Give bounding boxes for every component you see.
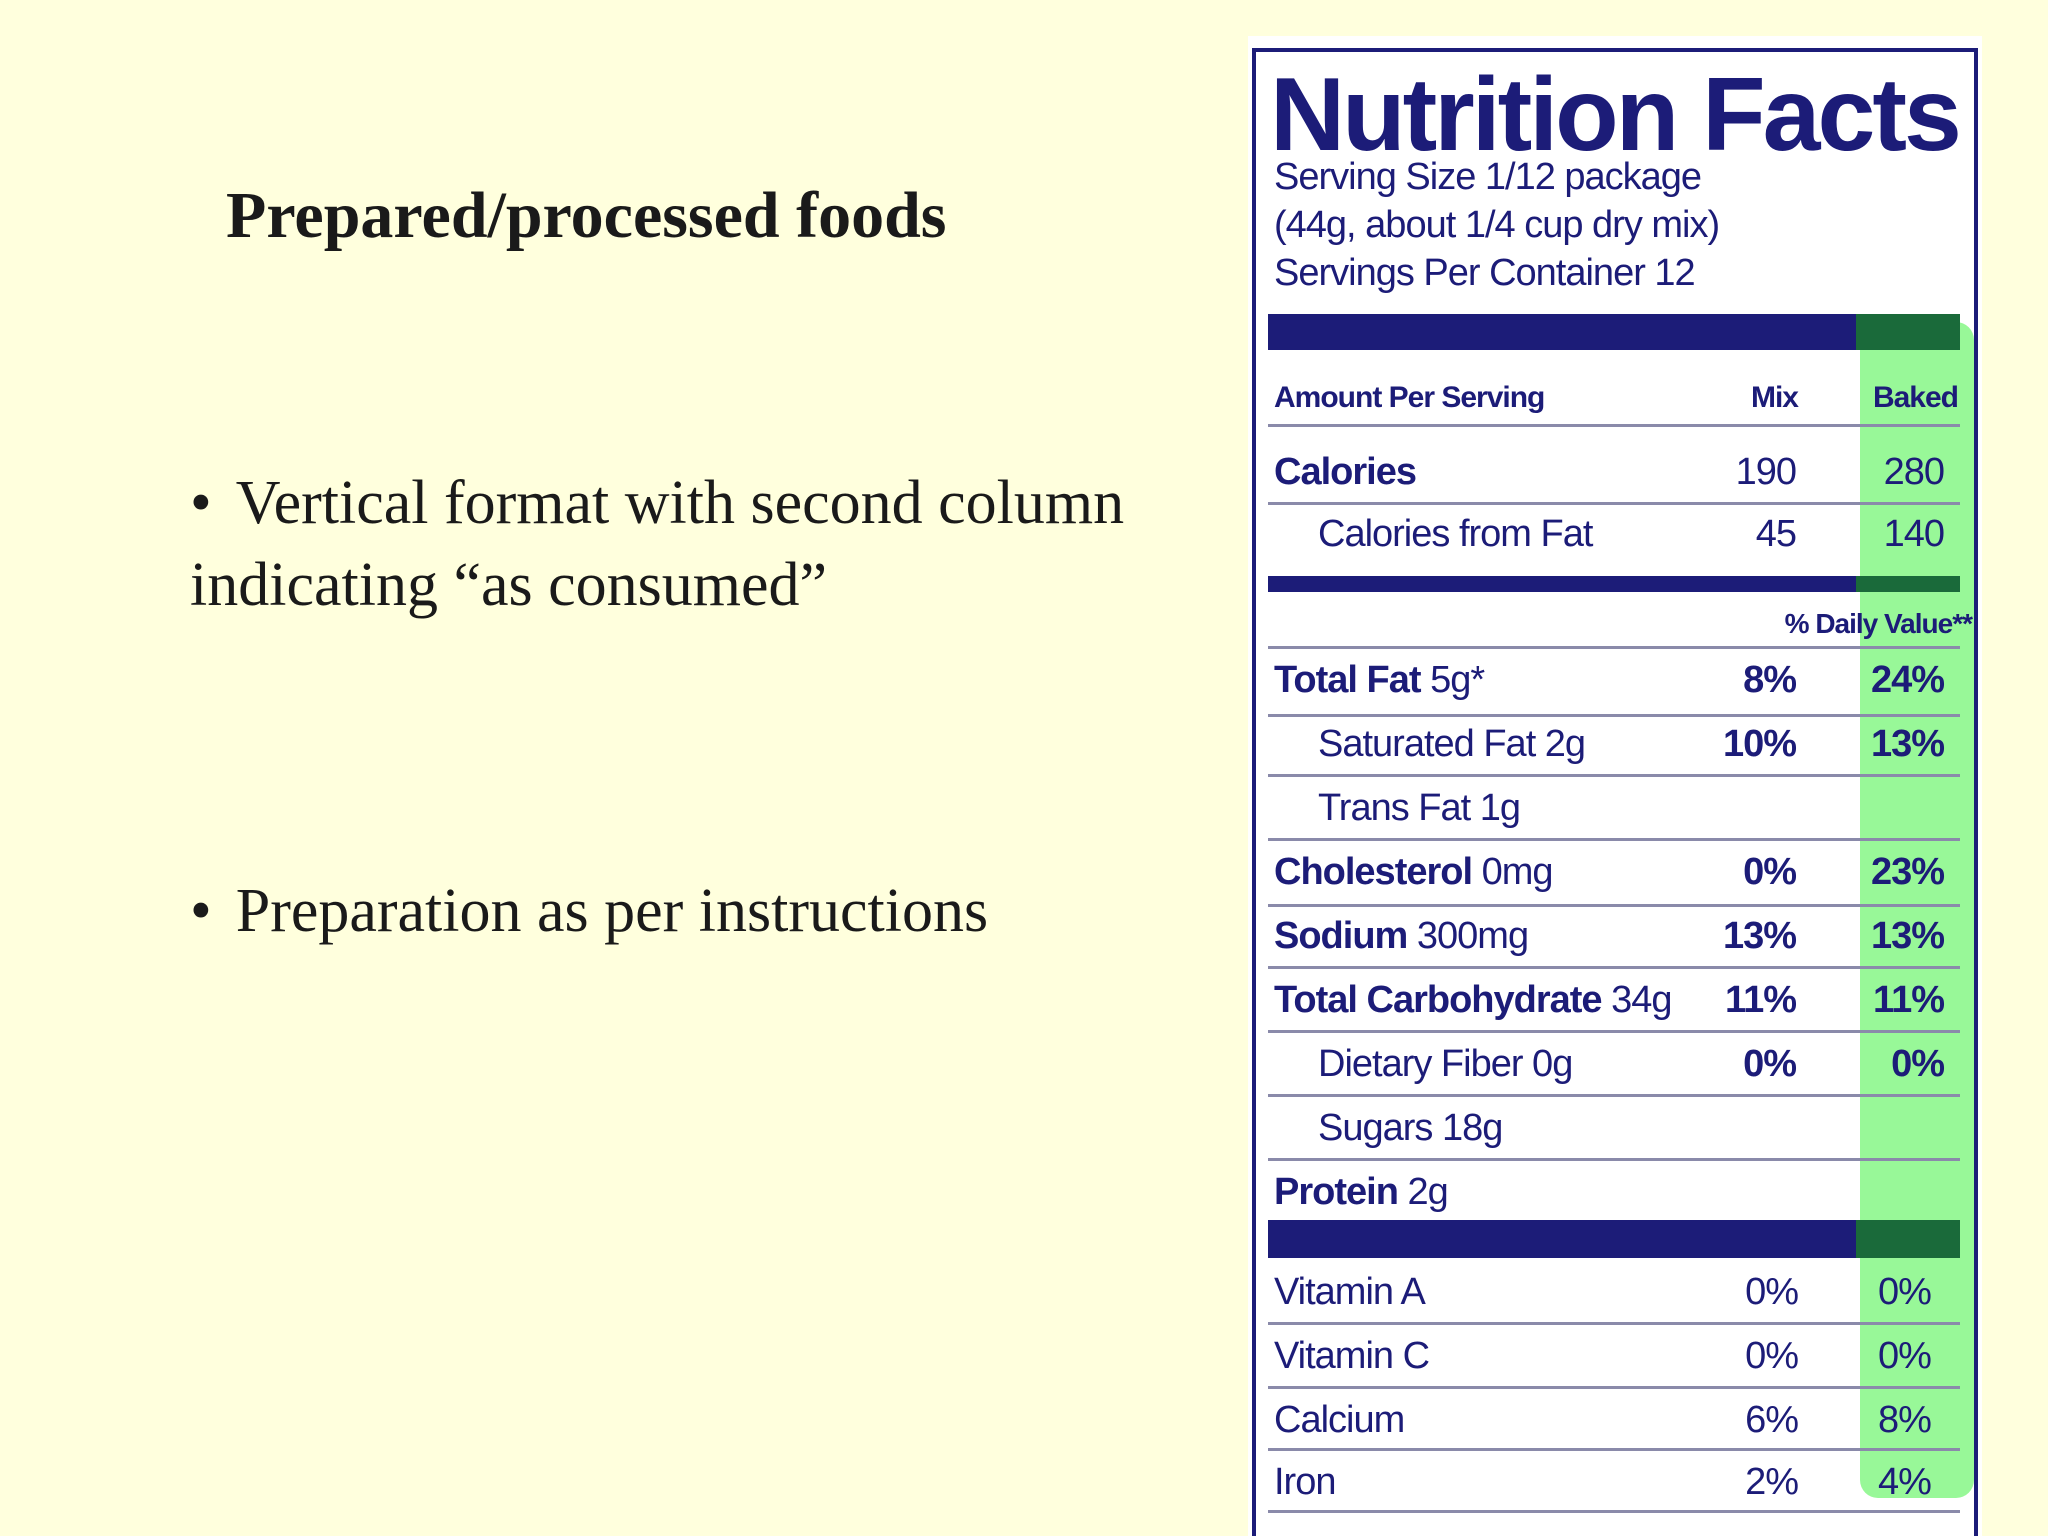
row-rule xyxy=(1268,1510,1960,1513)
vitamin-baked: 4% xyxy=(1878,1461,1932,1503)
serving-size: Serving Size 1/12 package xyxy=(1274,156,1702,198)
row-rule xyxy=(1268,714,1960,717)
nutrient-row: Total Fat 5g* xyxy=(1274,658,1485,702)
slide-title: Prepared/processed foods xyxy=(226,179,947,252)
row-rule xyxy=(1268,1448,1960,1451)
row-rule xyxy=(1268,966,1960,969)
nutrient-baked: 13% xyxy=(1870,723,1945,765)
nutrient-amount: 300mg xyxy=(1416,915,1529,957)
amount-per-serving-header: Amount Per Serving xyxy=(1274,381,1545,414)
calories-baked: 280 xyxy=(1883,451,1945,493)
nutrient-row: Sodium 300mg xyxy=(1274,914,1529,958)
daily-value-header: % Daily Value** xyxy=(1784,608,1973,639)
nutrient-mix: 13% xyxy=(1722,915,1797,957)
nutrient-mix: 11% xyxy=(1725,979,1797,1021)
vitamin-baked: 0% xyxy=(1878,1271,1932,1313)
bullet-dot: • xyxy=(190,877,212,945)
row-rule xyxy=(1268,1030,1960,1033)
medium-divider-green-segment xyxy=(1856,576,1960,592)
vitamin-name: Vitamin C xyxy=(1274,1335,1430,1377)
servings-per-container: Servings Per Container 12 xyxy=(1274,252,1696,294)
row-rule xyxy=(1268,646,1960,649)
calories-from-fat-baked: 140 xyxy=(1883,513,1945,555)
vitamin-name: Iron xyxy=(1274,1461,1336,1503)
vitamin-baked: 0% xyxy=(1878,1335,1932,1377)
nutrient-row: Total Carbohydrate 34g xyxy=(1274,978,1673,1022)
label-frame xyxy=(1252,48,1978,1536)
row-rule xyxy=(1268,502,1960,505)
nutrient-row: Cholesterol 0mg xyxy=(1274,850,1554,894)
calories-label: Calories xyxy=(1274,451,1417,493)
thick-divider xyxy=(1268,314,1960,350)
nutrient-name: Sodium xyxy=(1274,915,1408,957)
row-rule xyxy=(1268,774,1960,777)
vitamin-name: Calcium xyxy=(1274,1399,1405,1441)
nutrient-baked: 11% xyxy=(1873,979,1945,1021)
nutrient-row: Protein 2g xyxy=(1274,1170,1449,1214)
nutrient-amount: 2g xyxy=(1407,1171,1448,1213)
bullet-item: • Vertical format with second column indi… xyxy=(190,462,1190,626)
calories-from-fat-label: Calories from Fat xyxy=(1318,513,1593,555)
nutrient-amount: 5g* xyxy=(1430,659,1485,701)
baked-column-header: Baked xyxy=(1872,381,1959,414)
row-rule xyxy=(1268,1158,1960,1161)
bullet-item: • Preparation as per instructions xyxy=(190,870,1190,952)
nutrient-name: Saturated Fat 2g xyxy=(1318,723,1586,765)
calories-from-fat-mix: 45 xyxy=(1755,513,1797,555)
row-rule xyxy=(1268,1322,1960,1325)
bullet-text: Vertical format with second column indic… xyxy=(190,469,1125,619)
nutrient-mix: 0% xyxy=(1743,1043,1797,1085)
nutrient-mix: 8% xyxy=(1743,659,1797,701)
nutrient-name: Dietary Fiber 0g xyxy=(1318,1043,1573,1085)
vitamin-baked: 8% xyxy=(1878,1399,1932,1441)
nutrition-label: Nutrition Facts Serving Size 1/12 packag… xyxy=(1248,36,1982,1536)
mix-column-header: Mix xyxy=(1750,381,1799,414)
vitamin-name: Vitamin A xyxy=(1274,1271,1426,1313)
bullet-dot: • xyxy=(190,469,212,537)
calories-mix: 190 xyxy=(1735,451,1797,493)
vitamin-mix: 2% xyxy=(1745,1461,1799,1503)
nutrient-baked: 23% xyxy=(1870,851,1945,893)
nutrient-name: Total Fat xyxy=(1274,659,1422,701)
thick-divider-green-segment xyxy=(1856,1220,1960,1258)
vitamin-mix: 0% xyxy=(1745,1335,1799,1377)
nutrient-name: Cholesterol xyxy=(1274,851,1473,893)
medium-divider xyxy=(1268,576,1960,592)
row-rule xyxy=(1268,1094,1960,1097)
serving-weight: (44g, about 1/4 cup dry mix) xyxy=(1274,204,1720,246)
nutrient-name: Protein xyxy=(1274,1171,1399,1213)
bullet-text: Preparation as per instructions xyxy=(235,877,989,945)
nutrient-name: Total Carbohydrate xyxy=(1274,979,1603,1021)
nutrient-name: Trans Fat 1g xyxy=(1318,787,1521,829)
row-rule xyxy=(1268,1386,1960,1389)
vitamin-mix: 6% xyxy=(1745,1399,1799,1441)
nutrient-mix: 10% xyxy=(1722,723,1797,765)
baked-column-highlight xyxy=(1860,322,1974,1498)
nutrient-mix: 0% xyxy=(1743,851,1797,893)
row-rule xyxy=(1268,838,1960,841)
nutrient-amount: 34g xyxy=(1611,979,1672,1021)
vitamin-mix: 0% xyxy=(1745,1271,1799,1313)
nutrient-baked: 24% xyxy=(1870,659,1945,701)
nutrient-baked: 13% xyxy=(1870,915,1945,957)
nutrient-amount: 0mg xyxy=(1481,851,1554,893)
thick-divider xyxy=(1268,1220,1960,1258)
nutrient-name: Sugars 18g xyxy=(1318,1107,1503,1149)
thick-divider-green-segment xyxy=(1856,314,1960,350)
row-rule xyxy=(1268,424,1960,427)
nutrition-facts-title: Nutrition Facts xyxy=(1270,57,1962,173)
row-rule xyxy=(1268,904,1960,907)
nutrient-baked: 0% xyxy=(1891,1043,1945,1085)
